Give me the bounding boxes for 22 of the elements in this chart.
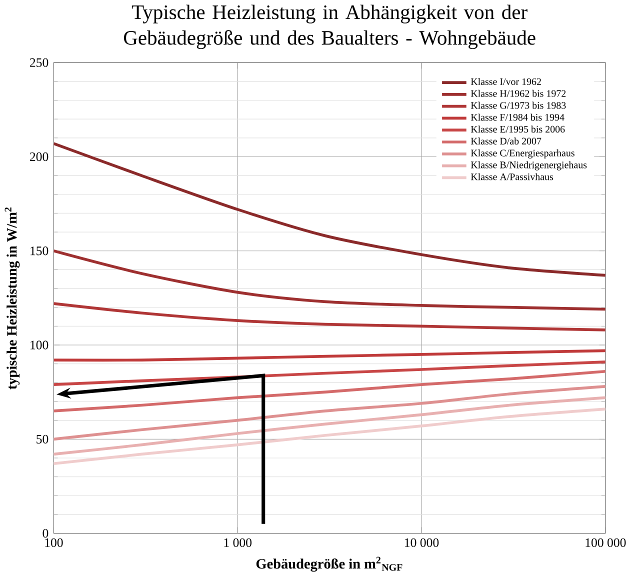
- x-tick-label: 100 000: [586, 538, 626, 547]
- legend-label: Klasse D/ab 2007: [470, 137, 542, 144]
- y-tick-label: 200: [30, 152, 48, 161]
- legend-label: Klasse B/Niedrigenergiehaus: [470, 161, 587, 170]
- x-axis-title: Gebäudegröße in m$^{2}$NGF: [256, 556, 402, 572]
- legend-label: Klasse C/Energiesparhaus: [470, 149, 574, 158]
- legend-label: Klasse H/1962 bis 1972: [470, 90, 566, 97]
- x-tick-label: 100: [45, 538, 63, 547]
- y-tick-label: 0: [42, 528, 48, 538]
- legend-label: Klasse I/vor 1962: [470, 78, 541, 85]
- legend-label: Klasse G/1973 bis 1983: [470, 102, 566, 109]
- y-tick-label: 150: [30, 246, 48, 256]
- x-tick-label: 1 000: [224, 538, 252, 547]
- y-tick-label: 100: [30, 340, 48, 350]
- legend-label: Klasse E/1995 bis 2006: [470, 125, 565, 132]
- y-axis-title: typische Heizleistung in W/m$^{2}$: [4, 207, 20, 390]
- chart-title: Typische Heizleistung in Abhängigkeit von der Gebäudegröße und des Baualters - Wohngebäude: [124, 4, 536, 49]
- y-tick-label: 50: [36, 434, 48, 444]
- x-tick-label: 10 000: [405, 538, 439, 547]
- y-tick-label: 250: [30, 58, 48, 67]
- legend-label: Klasse F/1984 bis 1994: [470, 114, 564, 120]
- legend-label: Klasse A/Passivhaus: [470, 172, 554, 180]
